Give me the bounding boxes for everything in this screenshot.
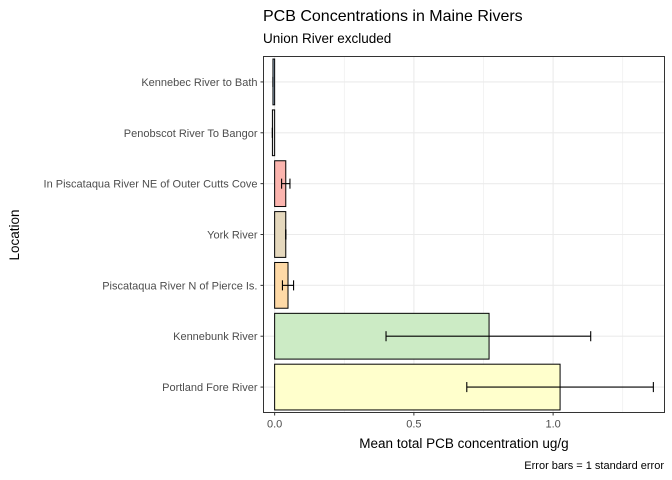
y-axis-labels: Kennebec River to Bath Penobscot River To… bbox=[44, 77, 264, 394]
chart-title: PCB Concentrations in Maine Rivers bbox=[263, 8, 523, 25]
bar bbox=[274, 211, 287, 258]
y-tick-label: York River bbox=[207, 230, 258, 242]
x-tick-label: 0.5 bbox=[406, 419, 421, 431]
y-tick-label: Piscataqua River N of Pierce Is. bbox=[102, 280, 257, 292]
y-tick-label: Kennebunk River bbox=[173, 331, 258, 343]
y-tick-label: In Piscataqua River NE of Outer Cutts Co… bbox=[44, 179, 258, 191]
error-bars bbox=[271, 76, 654, 393]
y-tick-label: Kennebec River to Bath bbox=[141, 77, 257, 89]
x-axis-title: Mean total PCB concentration ug/g bbox=[359, 436, 568, 451]
y-axis-title: Location bbox=[7, 209, 22, 260]
y-tick-label: Penobscot River To Bangor bbox=[124, 128, 258, 140]
x-tick-label: 0.0 bbox=[267, 419, 282, 431]
x-tick-label: 1.0 bbox=[545, 419, 560, 431]
chart-subtitle: Union River excluded bbox=[263, 31, 391, 46]
chart-caption: Error bars = 1 standard error bbox=[524, 460, 664, 472]
y-tick-label: Portland Fore River bbox=[162, 382, 258, 394]
x-axis-labels: 0.0 0.5 1.0 bbox=[267, 412, 561, 431]
